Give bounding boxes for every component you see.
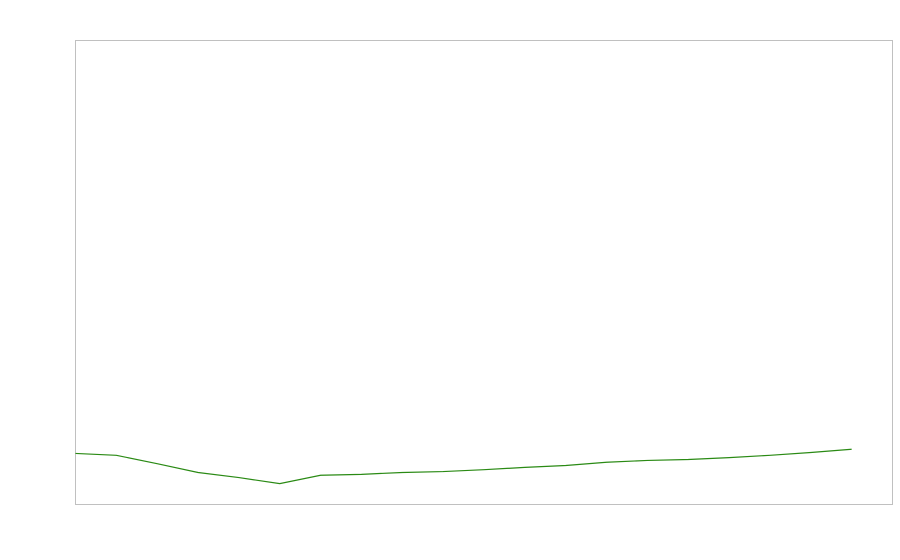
plot-frame	[75, 40, 893, 505]
series-line-0	[75, 448, 852, 485]
